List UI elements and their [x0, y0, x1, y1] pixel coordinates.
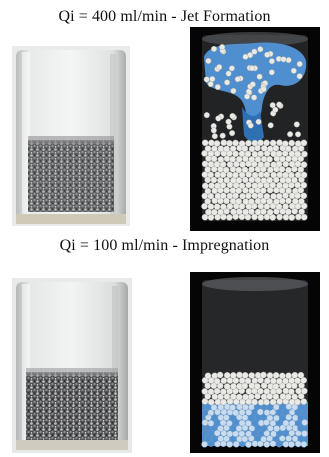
caption-jet-formation: Qi = 400 ml/min - Jet Formation — [58, 8, 271, 25]
simulation-render-impregnation — [190, 272, 320, 453]
caption-impregnation: Qi = 100 ml/min - Impregnation — [59, 237, 270, 254]
experiment-photo-impregnation — [12, 278, 132, 453]
experiment-photo-jet-formation — [12, 46, 130, 226]
simulation-render-jet-formation — [190, 27, 320, 231]
